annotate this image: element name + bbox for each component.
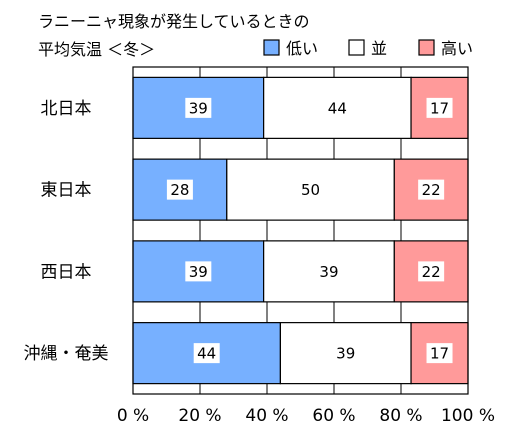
- category-label: 東日本: [41, 181, 92, 201]
- data-label-box: [297, 179, 324, 200]
- x-tick-label: 0 %: [117, 406, 149, 426]
- data-label: 22: [422, 263, 441, 281]
- x-tick-label: 100 %: [441, 406, 495, 426]
- data-label-box: [185, 97, 212, 118]
- legend-swatch: [348, 39, 365, 56]
- legend-label: 低い: [286, 39, 318, 58]
- x-tick-labels: 0 % 20 % 40 % 60 % 80 % 100 %: [117, 406, 495, 426]
- data-label-box: [324, 97, 351, 118]
- legend-label: 並: [371, 39, 387, 58]
- data-label-box: [332, 343, 359, 364]
- data-label-box: [185, 261, 212, 282]
- legend-label: 高い: [441, 39, 473, 58]
- category-label: 北日本: [41, 99, 92, 119]
- data-label-box: [426, 343, 453, 364]
- data-label: 50: [301, 181, 320, 199]
- data-label-box: [166, 179, 193, 200]
- legend-swatch: [418, 39, 435, 56]
- chart-title-line2: 平均気温 ＜冬＞: [38, 40, 155, 59]
- x-tick-label: 40 %: [245, 406, 288, 426]
- x-tick-label: 80 %: [379, 406, 422, 426]
- data-label: 22: [422, 181, 441, 199]
- data-label: 39: [336, 345, 355, 363]
- data-label: 39: [189, 99, 208, 117]
- legend-swatch: [263, 39, 280, 56]
- bars: 39 44 17 28 50 22 39 39 22 44 39 17: [132, 76, 469, 385]
- legend: 低い 並 高い: [263, 39, 473, 58]
- data-label-box: [315, 261, 342, 282]
- data-label: 39: [319, 263, 338, 281]
- data-label: 39: [189, 263, 208, 281]
- data-label-box: [418, 261, 445, 282]
- plot-border: [132, 66, 469, 395]
- data-label-box: [193, 343, 220, 364]
- data-label-box: [418, 179, 445, 200]
- data-label: 44: [328, 99, 347, 117]
- category-label: 西日本: [41, 262, 92, 282]
- x-tick-label: 20 %: [178, 406, 221, 426]
- data-label-box: [426, 97, 453, 118]
- data-label: 44: [197, 345, 216, 363]
- x-tick-label: 60 %: [312, 406, 355, 426]
- data-label: 17: [430, 99, 449, 117]
- data-label: 17: [430, 345, 449, 363]
- data-label: 28: [170, 181, 189, 199]
- category-label: 沖縄・奄美: [24, 344, 109, 364]
- chart-title-line1: ラニーニャ現象が発生しているときの: [38, 12, 310, 31]
